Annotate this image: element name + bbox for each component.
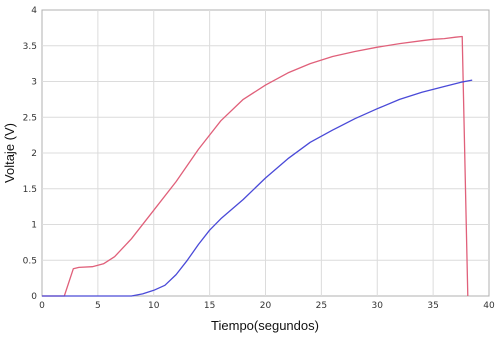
- series-line-1: [42, 35, 469, 297]
- y-axis-ticks: 0 0.5 1 1.5 2 2.5 3 3.5 4: [23, 6, 38, 302]
- x-tick-label: 30: [372, 301, 384, 311]
- y-tick-label: 2.5: [23, 113, 37, 123]
- y-tick-label: 1: [31, 221, 37, 231]
- x-tick-label: 40: [483, 301, 495, 311]
- x-tick-label: 5: [95, 301, 101, 311]
- series-line-2: [42, 79, 473, 297]
- series-lines: [42, 35, 473, 297]
- x-tick-label: 25: [316, 301, 327, 311]
- x-tick-label: 20: [260, 301, 272, 311]
- x-tick-label: 10: [148, 301, 160, 311]
- x-tick-label: 0: [39, 301, 45, 311]
- y-tick-label: 0.5: [23, 256, 37, 266]
- x-axis-label: Tiempo(segundos): [211, 318, 319, 333]
- grid: [42, 10, 489, 296]
- y-tick-label: 3.5: [23, 42, 37, 52]
- y-tick-label: 0: [31, 292, 37, 302]
- x-tick-label: 35: [427, 301, 438, 311]
- x-axis-ticks: 0 5 10 15 20 25 30 35 40: [39, 301, 495, 311]
- y-tick-label: 2: [31, 149, 37, 159]
- y-axis-label: Voltaje (V): [2, 123, 17, 183]
- y-tick-label: 3: [31, 78, 37, 88]
- x-tick-label: 15: [204, 301, 215, 311]
- y-tick-label: 1.5: [23, 185, 37, 195]
- y-tick-label: 4: [31, 6, 37, 16]
